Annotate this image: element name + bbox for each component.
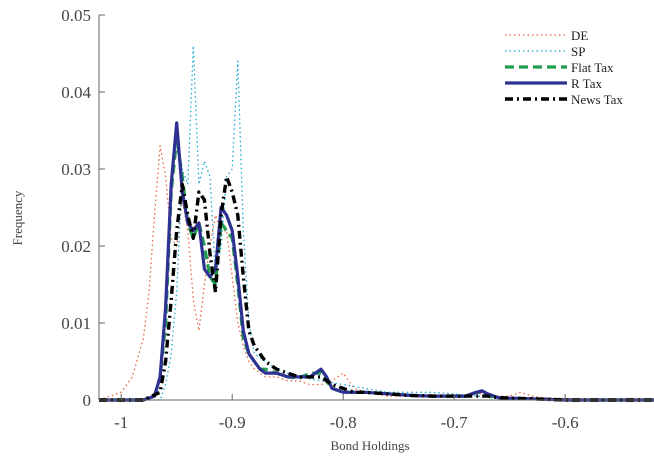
- x-tick-label: -0.9: [219, 413, 246, 432]
- y-tick-label: 0.04: [61, 83, 91, 102]
- plot-area: [98, 45, 654, 402]
- series-line-r-tax: [99, 121, 654, 402]
- x-axis-title: Bond Holdings: [330, 438, 409, 453]
- y-tick-label: 0: [83, 391, 92, 410]
- x-tick-label: -1: [114, 413, 128, 432]
- axes: 0 0.01 0.02 0.03 0.04 0.05 -1 -0.9 -0.8 -0.7 -0.6: [61, 6, 654, 432]
- y-tick-label: 0.05: [61, 6, 91, 25]
- y-tick-label: 0.02: [61, 237, 91, 256]
- legend-label: News Tax: [571, 92, 623, 107]
- x-tick-label: -0.7: [441, 413, 468, 432]
- y-tick-label: 0.01: [61, 314, 91, 333]
- legend-label: Flat Tax: [571, 60, 614, 75]
- legend-label: R Tax: [571, 76, 602, 91]
- x-tick-label: -0.8: [330, 413, 357, 432]
- y-tick-label: 0.03: [61, 160, 91, 179]
- legend-label: SP: [571, 44, 585, 59]
- y-axis-title: Frequency: [10, 190, 25, 245]
- series-line-de: [98, 145, 654, 401]
- x-tick-label: -0.6: [552, 413, 579, 432]
- legend-label: DE: [571, 28, 588, 43]
- series-line-news-tax: [99, 174, 654, 402]
